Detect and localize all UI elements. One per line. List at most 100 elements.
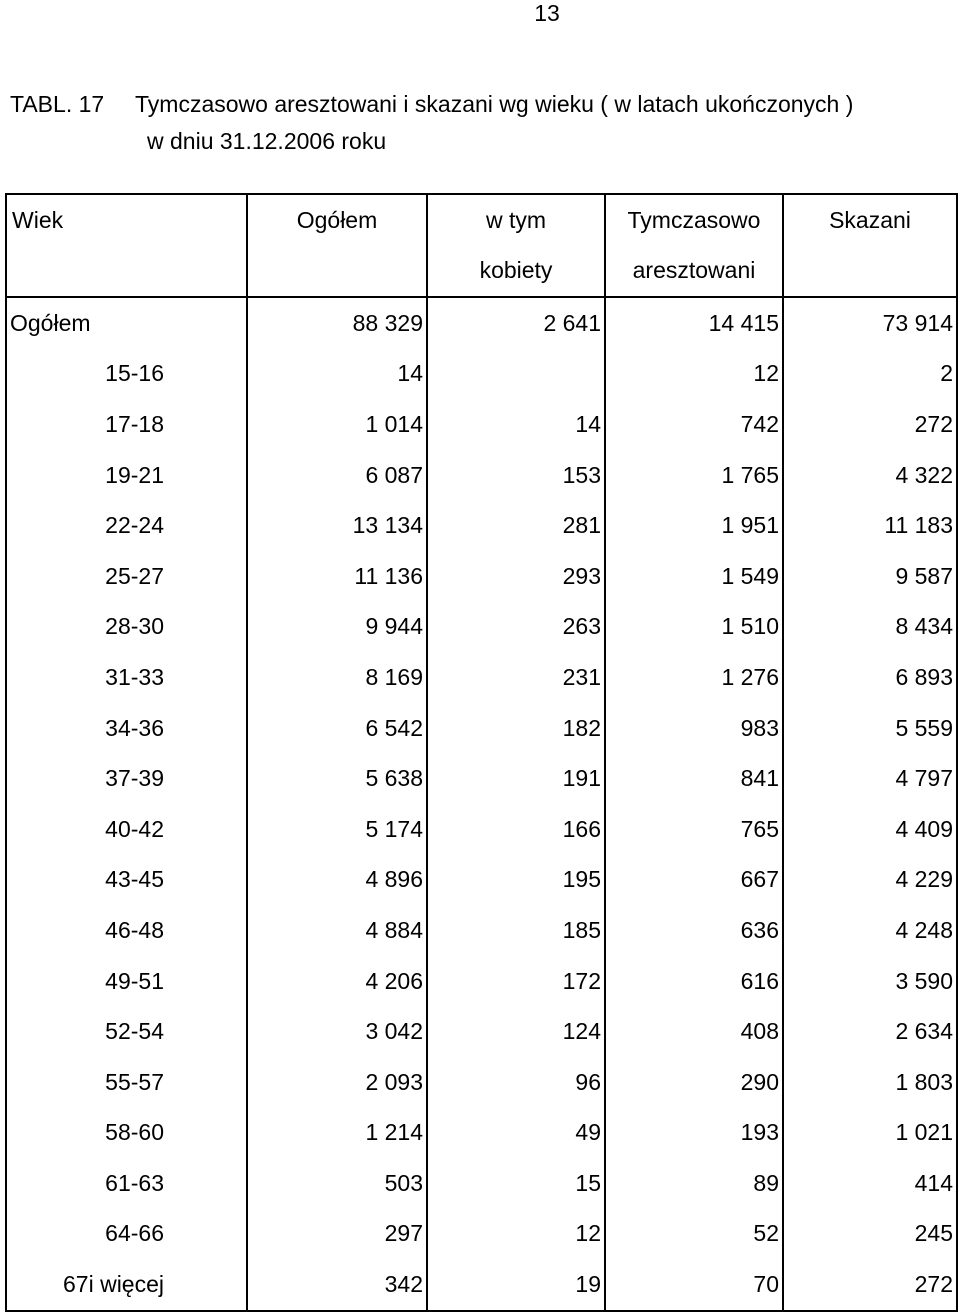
table-row: 37-39 5 638 191 841 4 797 xyxy=(5,753,958,804)
table-date-line: w dniu 31.12.2006 roku xyxy=(147,128,387,154)
cell-wiek: 37-39 xyxy=(5,753,248,804)
table-row: 34-36 6 542 182 983 5 559 xyxy=(5,702,958,754)
cell-skazani: 73 914 xyxy=(782,297,958,349)
cell-ogolem: 1 214 xyxy=(246,1107,428,1159)
cell-skazani: 4 409 xyxy=(782,803,958,855)
cell-ogolem: 4 884 xyxy=(246,905,428,956)
table-row: 64-66 297 12 52 245 xyxy=(5,1208,958,1260)
header-aresztowani: aresztowani xyxy=(604,245,784,298)
cell-tymczasowo: 52 xyxy=(604,1208,784,1260)
cell-ogolem: 5 174 xyxy=(246,803,428,855)
cell-ogolem: 2 093 xyxy=(246,1056,428,1108)
table-title-text: Tymczasowo aresztowani i skazani wg wiek… xyxy=(135,91,854,117)
table-row: 52-54 3 042 124 408 2 634 xyxy=(5,1006,958,1057)
cell-wiek: 31-33 xyxy=(5,652,248,703)
cell-tymczasowo: 408 xyxy=(604,1006,784,1057)
cell-wiek: 19-21 xyxy=(5,449,248,501)
header-wiek: Wiek xyxy=(5,193,248,245)
cell-kobiety: 49 xyxy=(426,1107,606,1159)
cell-skazani: 1 803 xyxy=(782,1056,958,1108)
cell-skazani: 4 229 xyxy=(782,854,958,906)
cell-kobiety: 153 xyxy=(426,449,606,501)
table-row: 67i więcej 342 19 70 272 xyxy=(5,1259,958,1312)
cell-wiek: 17-18 xyxy=(5,399,248,450)
cell-tymczasowo: 983 xyxy=(604,702,784,754)
cell-wiek: 22-24 xyxy=(5,500,248,551)
cell-tymczasowo: 1 276 xyxy=(604,652,784,703)
cell-ogolem: 14 xyxy=(246,348,428,400)
cell-kobiety: 96 xyxy=(426,1056,606,1108)
cell-wiek: 49-51 xyxy=(5,955,248,1007)
cell-kobiety: 191 xyxy=(426,753,606,804)
cell-tymczasowo: 14 415 xyxy=(604,297,784,349)
header-row-2: kobiety aresztowani xyxy=(5,245,958,298)
cell-ogolem: 88 329 xyxy=(246,297,428,349)
header-empty xyxy=(246,245,428,298)
table-row: 49-51 4 206 172 616 3 590 xyxy=(5,955,958,1007)
cell-wiek: 58-60 xyxy=(5,1107,248,1159)
cell-skazani: 2 xyxy=(782,348,958,400)
cell-ogolem: 9 944 xyxy=(246,601,428,653)
cell-tymczasowo: 667 xyxy=(604,854,784,906)
header-empty xyxy=(782,245,958,298)
cell-ogolem: 13 134 xyxy=(246,500,428,551)
cell-kobiety: 14 xyxy=(426,399,606,450)
table-row: 61-63 503 15 89 414 xyxy=(5,1158,958,1209)
cell-wiek: 40-42 xyxy=(5,803,248,855)
table-row: 58-60 1 214 49 193 1 021 xyxy=(5,1107,958,1159)
cell-skazani: 9 587 xyxy=(782,550,958,602)
cell-skazani: 272 xyxy=(782,399,958,450)
table-row: 46-48 4 884 185 636 4 248 xyxy=(5,905,958,956)
cell-skazani: 414 xyxy=(782,1158,958,1209)
cell-ogolem: 4 206 xyxy=(246,955,428,1007)
cell-ogolem: 503 xyxy=(246,1158,428,1209)
cell-wiek: 25-27 xyxy=(5,550,248,602)
cell-skazani: 1 021 xyxy=(782,1107,958,1159)
cell-kobiety: 19 xyxy=(426,1259,606,1312)
header-empty xyxy=(5,245,248,298)
cell-skazani: 3 590 xyxy=(782,955,958,1007)
cell-ogolem: 11 136 xyxy=(246,550,428,602)
cell-tymczasowo: 841 xyxy=(604,753,784,804)
page-number: 13 xyxy=(534,0,560,26)
cell-wiek: 67i więcej xyxy=(5,1259,248,1312)
cell-skazani: 5 559 xyxy=(782,702,958,754)
cell-skazani: 245 xyxy=(782,1208,958,1260)
cell-wiek: 61-63 xyxy=(5,1158,248,1209)
cell-wiek: 43-45 xyxy=(5,854,248,906)
table-row: 40-42 5 174 166 765 4 409 xyxy=(5,803,958,855)
cell-ogolem: 8 169 xyxy=(246,652,428,703)
data-table: Wiek Ogółem w tym Tymczasowo Skazani kob… xyxy=(5,193,958,1312)
table-row: 28-30 9 944 263 1 510 8 434 xyxy=(5,601,958,653)
table-row: 25-27 11 136 293 1 549 9 587 xyxy=(5,550,958,602)
header-w-tym: w tym xyxy=(426,193,606,245)
cell-ogolem: 3 042 xyxy=(246,1006,428,1057)
cell-skazani: 8 434 xyxy=(782,601,958,653)
cell-skazani: 272 xyxy=(782,1259,958,1312)
cell-ogolem: 297 xyxy=(246,1208,428,1260)
table-label: TABL. 17 xyxy=(10,91,105,117)
cell-ogolem: 1 014 xyxy=(246,399,428,450)
cell-kobiety: 172 xyxy=(426,955,606,1007)
cell-wiek: 15-16 xyxy=(5,348,248,400)
cell-kobiety: 263 xyxy=(426,601,606,653)
cell-kobiety: 124 xyxy=(426,1006,606,1057)
header-row-1: Wiek Ogółem w tym Tymczasowo Skazani xyxy=(5,193,958,245)
cell-skazani: 4 322 xyxy=(782,449,958,501)
cell-tymczasowo: 1 951 xyxy=(604,500,784,551)
cell-ogolem: 5 638 xyxy=(246,753,428,804)
cell-tymczasowo: 290 xyxy=(604,1056,784,1108)
cell-kobiety: 182 xyxy=(426,702,606,754)
cell-tymczasowo: 636 xyxy=(604,905,784,956)
table-row: 22-24 13 134 281 1 951 11 183 xyxy=(5,500,958,551)
cell-kobiety: 15 xyxy=(426,1158,606,1209)
cell-wiek: 52-54 xyxy=(5,1006,248,1057)
cell-tymczasowo: 742 xyxy=(604,399,784,450)
cell-kobiety xyxy=(426,348,606,400)
header-ogolem: Ogółem xyxy=(246,193,428,245)
table-row: 15-16 14 12 2 xyxy=(5,348,958,400)
cell-wiek: 64-66 xyxy=(5,1208,248,1260)
cell-kobiety: 293 xyxy=(426,550,606,602)
cell-wiek: 46-48 xyxy=(5,905,248,956)
cell-tymczasowo: 89 xyxy=(604,1158,784,1209)
